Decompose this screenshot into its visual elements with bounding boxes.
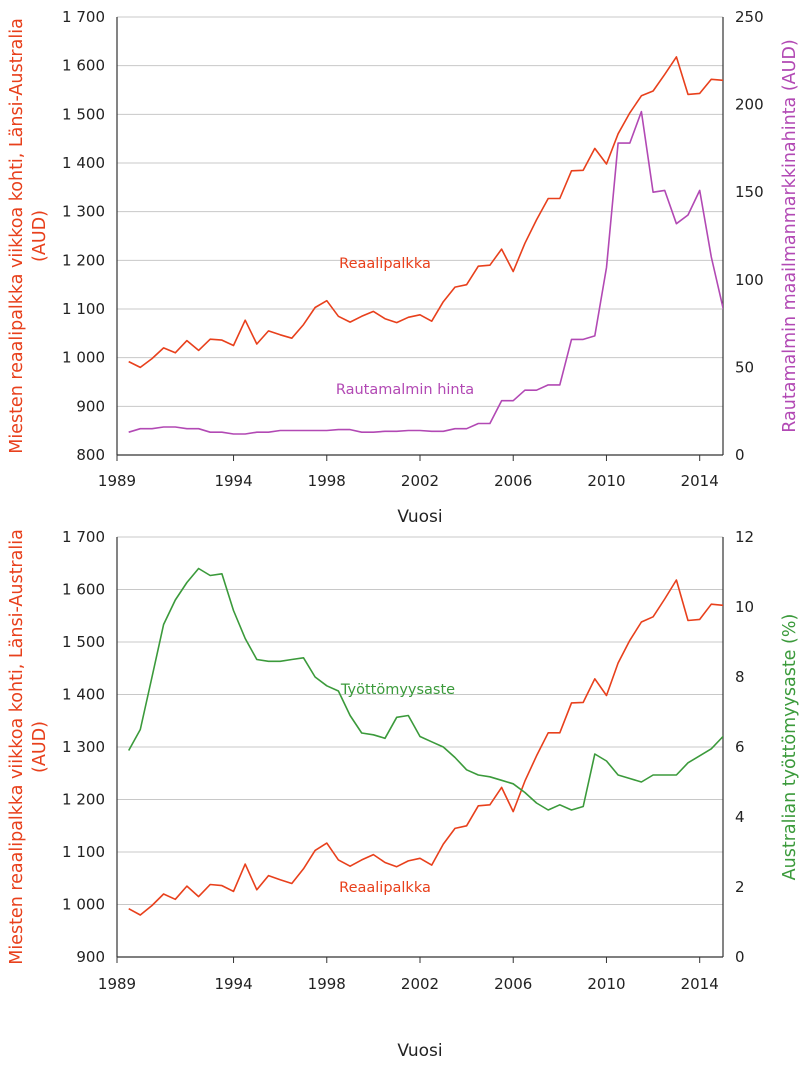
series-line-reaalipalkka (128, 56, 723, 369)
y-tick-label-right: 150 (735, 183, 764, 201)
y-tick-label-left: 900 (76, 948, 105, 966)
series-label-rautamalmin-hinta: Rautamalmin hinta (336, 382, 474, 398)
y-axis-title-left: Miesten reaalipalkka viikkoa kohti, Läns… (7, 18, 50, 454)
y-tick-label-left: 1 700 (62, 528, 105, 546)
x-tick-label: 2010 (587, 975, 625, 993)
y-tick-label-left: 1 300 (62, 738, 105, 756)
y-tick-label-right: 50 (735, 358, 754, 376)
y-tick-label-left: 1 500 (62, 633, 105, 651)
y-tick-label-left: 1 600 (62, 57, 105, 75)
y-tick-label-right: 12 (735, 528, 754, 546)
y-tick-label-right: 10 (735, 598, 754, 616)
y-tick-label-left: 1 200 (62, 251, 105, 269)
x-tick-label: 2006 (494, 472, 532, 490)
y-tick-label-right: 8 (735, 668, 745, 686)
x-axis-title: Vuosi (397, 1041, 442, 1061)
chart-iron-ore-vs-wages: 800 900 1 000 1 100 1 200 1 300 1 400 1 500 1 60… (7, 8, 800, 527)
y-tick-label-right: 250 (735, 8, 764, 26)
x-tick-label: 2002 (401, 975, 439, 993)
chart-unemployment-vs-wages: 900 1 000 1 100 1 200 1 300 1 400 1 500 1 600 1 … (7, 528, 800, 1061)
y-axis-title-left-line1: Miesten reaalipalkka viikkoa kohti, Läns… (7, 529, 27, 965)
series-line-rautamalmin-hinta (128, 110, 723, 435)
x-tick-label: 2002 (401, 472, 439, 490)
y-tick-label-left: 1 400 (62, 154, 105, 172)
x-tick-label: 1989 (98, 975, 136, 993)
y-tick-label-right: 100 (735, 271, 764, 289)
series-label-reaalipalkka: Reaalipalkka (339, 256, 431, 272)
y-tick-label-right: 4 (735, 808, 745, 826)
x-tick-label: 2014 (681, 975, 719, 993)
x-tick-label: 1994 (214, 472, 252, 490)
series-label-reaalipalkka: Reaalipalkka (339, 880, 431, 896)
y-tick-label-left: 1 300 (62, 203, 105, 221)
x-tick-label: 2006 (494, 975, 532, 993)
y-tick-label-right: 200 (735, 96, 764, 114)
series-label-tyottomyysaste: Työttömyysaste (340, 682, 455, 698)
series-line-reaalipalkka (128, 579, 723, 916)
y-axis-title-right: Australian työttömyysaste (%) (780, 614, 800, 881)
y-axis-title-left-line1: Miesten reaalipalkka viikkoa kohti, Läns… (7, 18, 27, 454)
y-tick-label-left: 1 100 (62, 843, 105, 861)
x-tick-label: 2014 (681, 472, 719, 490)
x-tick-label: 1998 (308, 472, 346, 490)
y-axis-title-left-line2: (AUD) (30, 210, 50, 262)
y-tick-label-left: 1 700 (62, 8, 105, 26)
series-line-tyottomyysaste (127, 567, 723, 811)
y-tick-label-left: 1 200 (62, 791, 105, 809)
y-tick-label-left: 1 000 (62, 896, 105, 914)
y-tick-label-left: 1 100 (62, 300, 105, 318)
x-tick-label: 1994 (214, 975, 252, 993)
x-tick-label: 1989 (98, 472, 136, 490)
y-tick-label-right: 0 (735, 948, 745, 966)
x-tick-label: 1998 (308, 975, 346, 993)
y-tick-label-right: 2 (735, 878, 745, 896)
y-tick-label-left: 800 (76, 446, 105, 464)
y-tick-label-right: 0 (735, 446, 745, 464)
y-axis-title-left: Miesten reaalipalkka viikkoa kohti, Läns… (7, 529, 50, 965)
y-tick-label-right: 6 (735, 738, 745, 756)
y-tick-label-left: 900 (76, 397, 105, 415)
y-tick-label-left: 1 600 (62, 581, 105, 599)
x-tick-label: 2010 (587, 472, 625, 490)
y-tick-label-left: 1 400 (62, 686, 105, 704)
y-tick-label-left: 1 000 (62, 349, 105, 367)
x-axis-title: Vuosi (397, 507, 442, 527)
y-tick-label-left: 1 500 (62, 105, 105, 123)
y-axis-title-right: Rautamalmin maailmanmarkkinahinta (AUD) (780, 39, 800, 432)
y-axis-title-left-line2: (AUD) (30, 721, 50, 773)
